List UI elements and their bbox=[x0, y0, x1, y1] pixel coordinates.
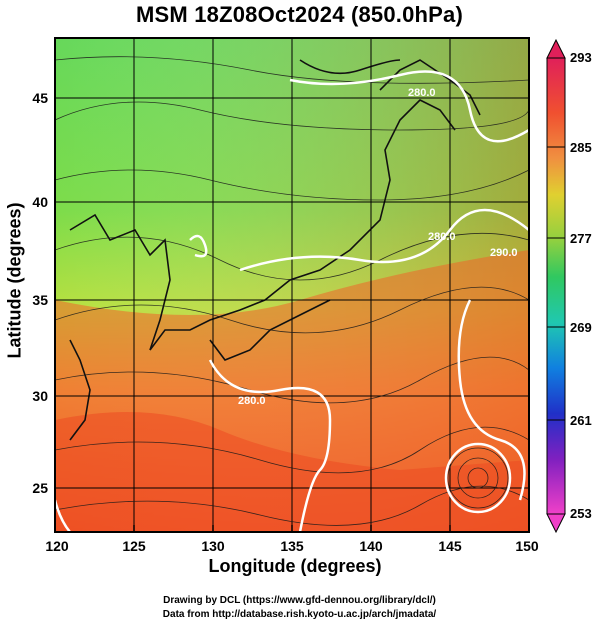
contour-label: 280.0 bbox=[408, 87, 436, 99]
x-axis-label: Longitude (degrees) bbox=[208, 556, 382, 576]
temperature-field: 280.0 280.0 280.0 290.0 bbox=[55, 38, 529, 532]
contour-labels: 280.0 280.0 280.0 290.0 bbox=[238, 87, 518, 407]
x-tick-label: 130 bbox=[201, 538, 225, 554]
y-tick-label: 45 bbox=[32, 90, 48, 106]
map-title: MSM 18Z08Oct2024 (850.0hPa) bbox=[136, 2, 463, 27]
credit-drawing: Drawing by DCL (https://www.gfd-dennou.o… bbox=[163, 595, 436, 606]
contour-label: 280.0 bbox=[428, 231, 456, 243]
credit-data: Data from http://database.rish.kyoto-u.a… bbox=[162, 609, 437, 620]
isotherm-contours bbox=[55, 70, 529, 532]
contour-label: 280.0 bbox=[238, 395, 266, 407]
x-tick-label: 120 bbox=[45, 538, 69, 554]
x-tick-marks bbox=[54, 525, 530, 532]
x-tick-label: 135 bbox=[280, 538, 304, 554]
colorbar-tick-label: 261 bbox=[570, 413, 592, 428]
colorbar-tick-label: 285 bbox=[570, 140, 592, 155]
y-tick-label: 30 bbox=[32, 388, 48, 404]
y-axis-label: Latitude (degrees) bbox=[4, 202, 25, 359]
colorbar-tick-label: 277 bbox=[570, 231, 592, 246]
x-tick-labels: 120 125 130 135 140 145 150 bbox=[45, 538, 539, 554]
colorbar-tick-label: 253 bbox=[570, 506, 592, 521]
colorbar-tick-label: 293 bbox=[570, 50, 592, 65]
y-tick-labels: 25 30 35 40 45 bbox=[32, 90, 48, 496]
x-tick-label: 140 bbox=[359, 538, 383, 554]
contour-label: 290.0 bbox=[490, 247, 518, 259]
x-tick-label: 125 bbox=[122, 538, 146, 554]
y-tick-label: 25 bbox=[32, 480, 48, 496]
x-tick-label: 150 bbox=[515, 538, 539, 554]
streamlines bbox=[55, 56, 529, 526]
colorbar-tick-label: 269 bbox=[570, 320, 592, 335]
y-tick-label: 35 bbox=[32, 292, 48, 308]
colorbar: 293 285 277 269 261 253 bbox=[546, 38, 592, 534]
y-tick-label: 40 bbox=[32, 194, 48, 210]
x-tick-label: 145 bbox=[438, 538, 462, 554]
